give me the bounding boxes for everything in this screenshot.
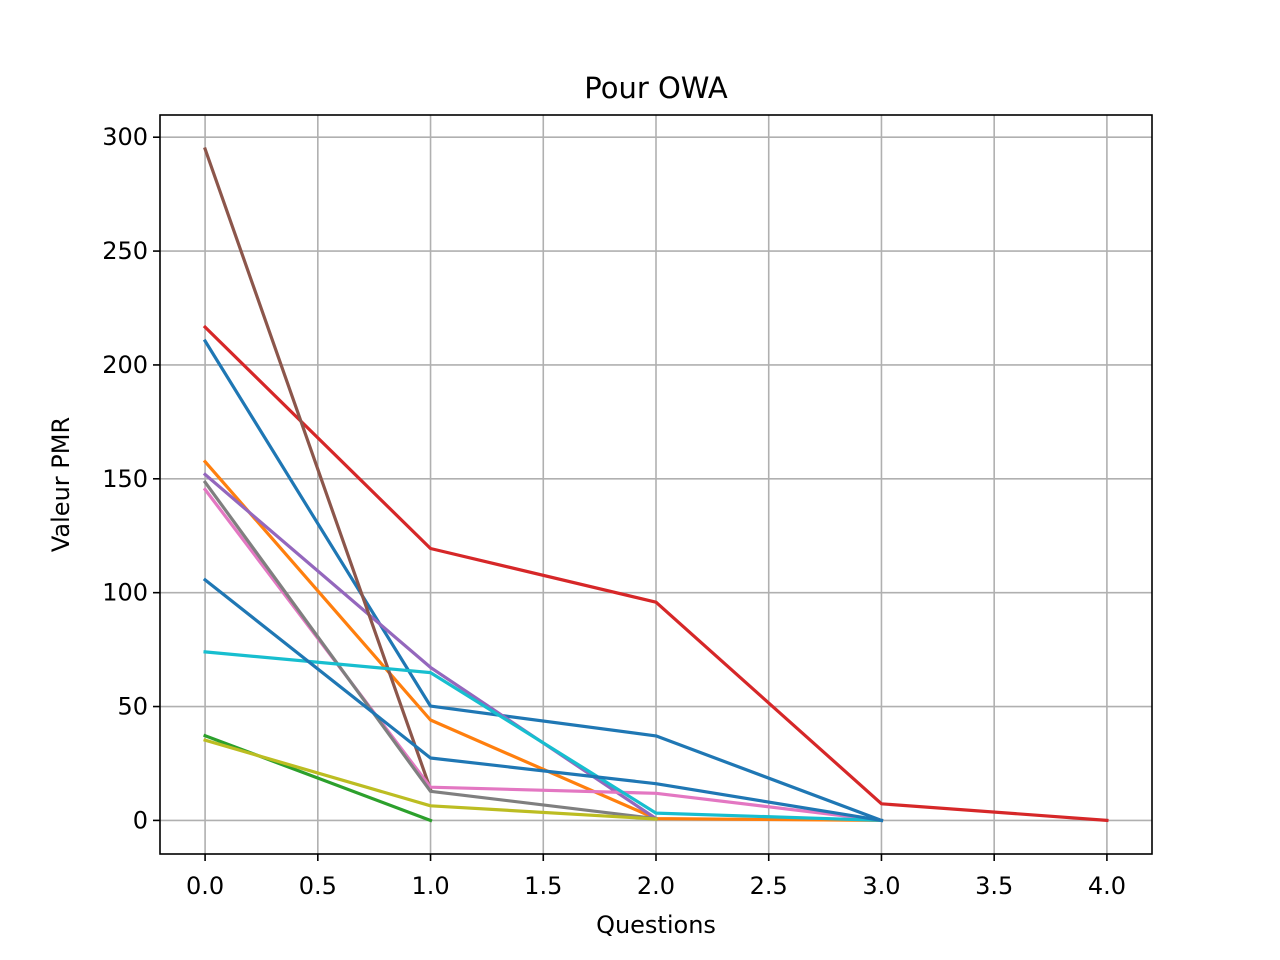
series-line-1 xyxy=(202,338,884,823)
chart-title: Pour OWA xyxy=(584,71,728,105)
series-line-4 xyxy=(202,324,1109,823)
x-tick-label: 3.0 xyxy=(862,872,900,900)
x-tick-label: 1.0 xyxy=(411,872,449,900)
series-line-8 xyxy=(202,479,658,821)
y-tick-label: 100 xyxy=(102,579,148,607)
series-lines xyxy=(202,146,1109,823)
y-tick-label: 50 xyxy=(117,693,148,721)
x-tick-label: 4.0 xyxy=(1088,872,1126,900)
x-axis-ticks: 0.0 0.5 1.0 1.5 2.0 2.5 3.0 3.5 4.0 xyxy=(186,854,1126,900)
y-tick-label: 300 xyxy=(102,123,148,151)
series-line-9 xyxy=(203,738,658,821)
x-tick-label: 0.0 xyxy=(186,872,224,900)
x-tick-label: 3.5 xyxy=(975,872,1013,900)
x-axis-label: Questions xyxy=(596,911,716,939)
y-tick-label: 250 xyxy=(102,237,148,265)
series-line-6 xyxy=(203,146,433,792)
y-tick-label: 150 xyxy=(102,465,148,493)
y-axis-ticks: 0 50 100 150 200 250 300 xyxy=(102,123,160,834)
x-tick-label: 0.5 xyxy=(299,872,337,900)
y-tick-label: 0 xyxy=(133,806,148,834)
y-axis-label: Valeur PMR xyxy=(47,417,75,552)
series-line-10 xyxy=(203,650,884,823)
x-tick-label: 1.5 xyxy=(524,872,562,900)
x-tick-label: 2.0 xyxy=(637,872,675,900)
series-line-11 xyxy=(202,577,884,823)
y-tick-label: 200 xyxy=(102,351,148,379)
series-line-5 xyxy=(202,472,659,821)
x-tick-label: 2.5 xyxy=(750,872,788,900)
